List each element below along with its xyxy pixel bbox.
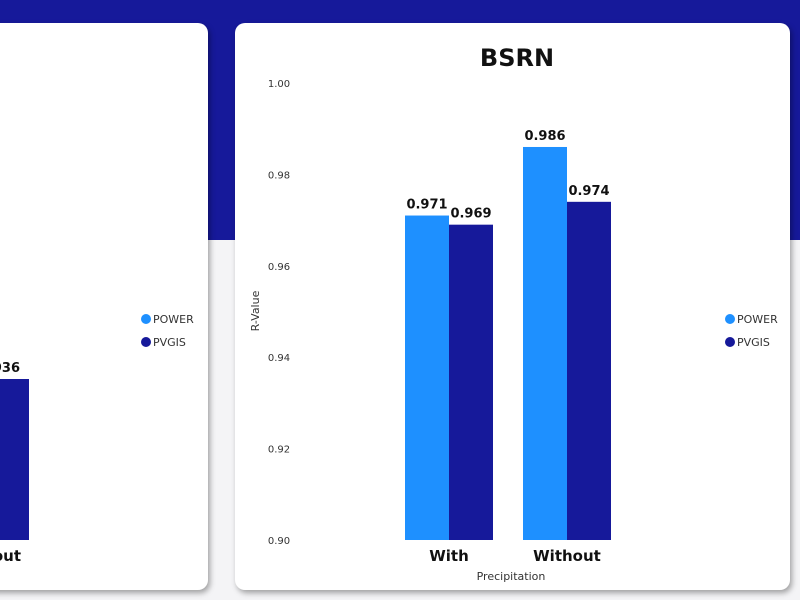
legend-label-pvgis: PVGIS (153, 336, 186, 349)
chart-card-bsrn: BSRN 0.90 0.92 0.94 0.96 0.98 1.00 R-Value Preci… (235, 23, 790, 590)
legend-label-pvgis: PVGIS (737, 336, 770, 349)
y-tick-label: 0.98 (268, 170, 290, 181)
bsrn-chart: BSRN 0.90 0.92 0.94 0.96 0.98 1.00 R-Value Preci… (249, 44, 778, 583)
y-axis-label: R-Value (249, 290, 262, 331)
legend-marker-power (141, 314, 151, 324)
bar-pvgis-without (567, 201, 611, 540)
data-label: 0.986 (524, 129, 565, 144)
chart-card-left: 936 out POWER PVGIS (0, 23, 208, 590)
bar-power-without (523, 146, 567, 540)
y-tick-label: 0.92 (268, 445, 290, 456)
bar-pvgis-with (449, 224, 493, 541)
y-tick-label: 0.90 (268, 536, 290, 547)
chart-title: BSRN (480, 44, 554, 72)
bar-pvgis-without (0, 379, 29, 540)
legend-marker-pvgis (725, 337, 735, 347)
category-label: out (0, 547, 21, 565)
data-label: 0.969 (450, 207, 491, 222)
data-label: 0.971 (406, 198, 447, 213)
y-tick-label: 1.00 (268, 79, 290, 90)
legend-marker-power (725, 314, 735, 324)
bar-power-with (405, 215, 449, 540)
legend-label-power: POWER (153, 313, 194, 326)
category-label: Without (533, 547, 601, 565)
category-label: With (429, 547, 469, 565)
legend-label-power: POWER (737, 313, 778, 326)
x-axis-label: Precipitation (477, 570, 546, 583)
data-label: 0.974 (568, 184, 609, 199)
left-chart: 936 out POWER PVGIS (0, 313, 194, 565)
legend-marker-pvgis (141, 337, 151, 347)
data-label: 936 (0, 361, 20, 376)
y-tick-label: 0.94 (268, 353, 290, 364)
y-tick-label: 0.96 (268, 262, 290, 273)
